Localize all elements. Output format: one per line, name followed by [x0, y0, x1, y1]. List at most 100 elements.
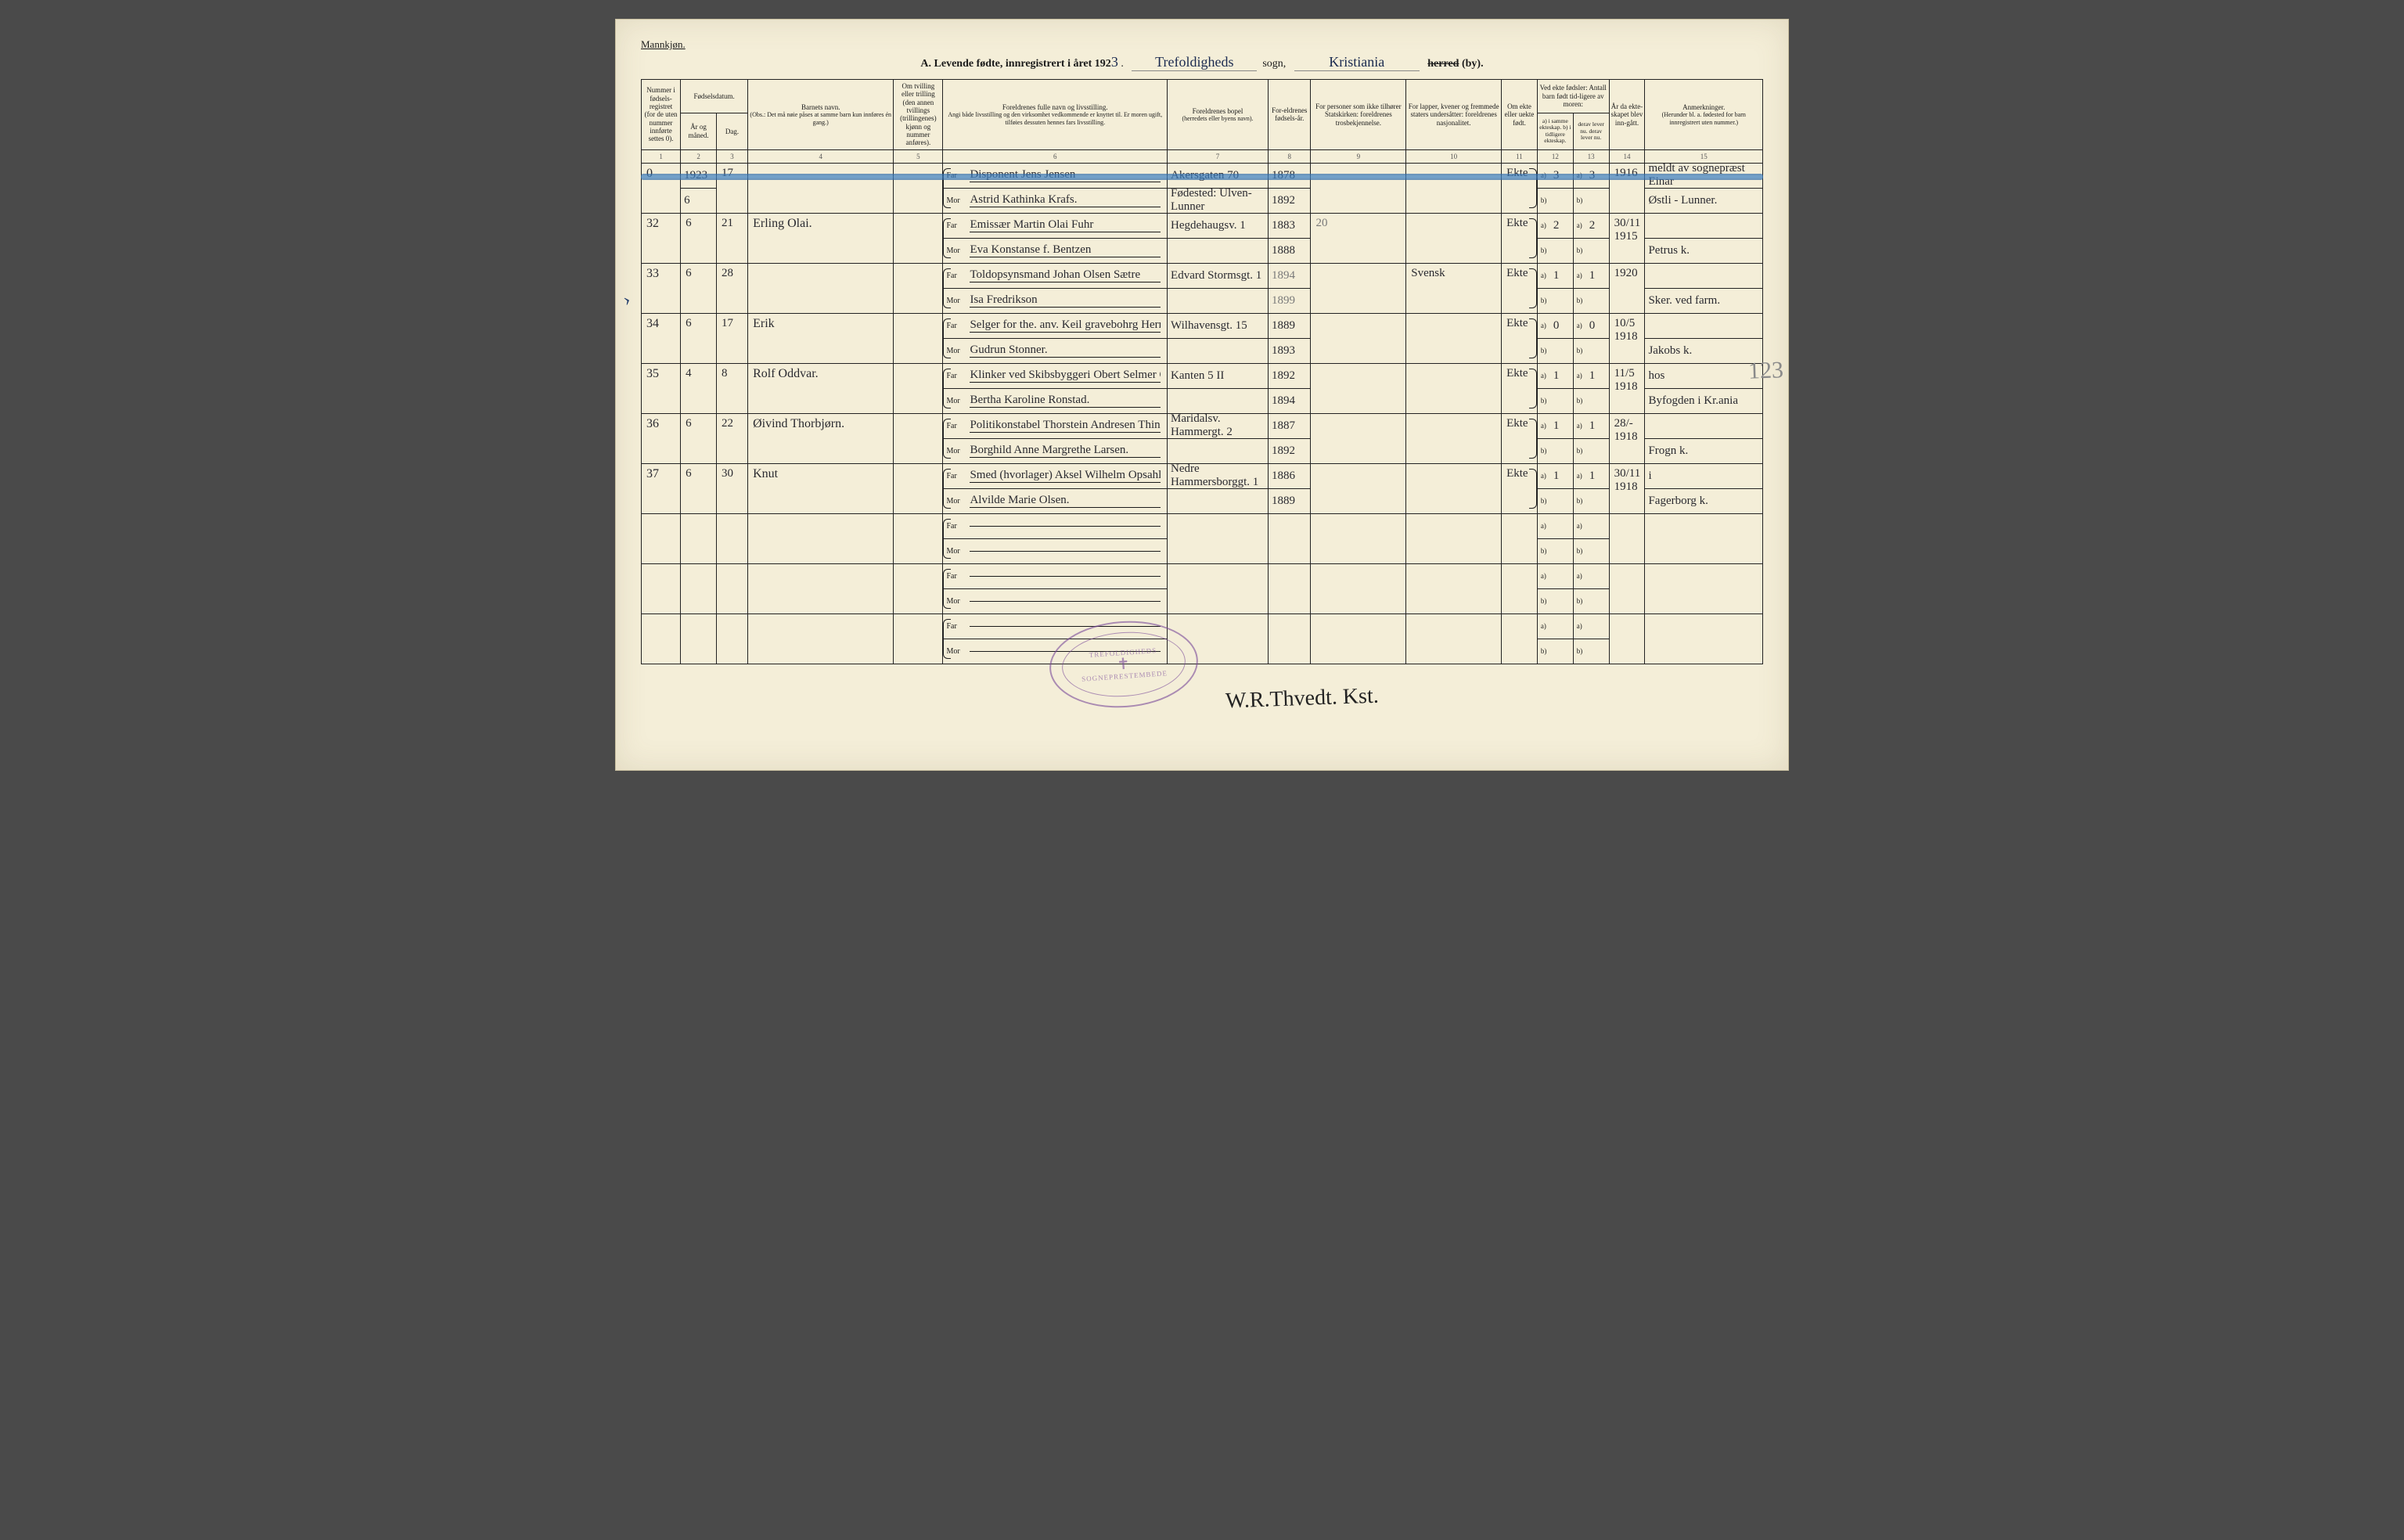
table-cell: 17: [716, 164, 747, 214]
cell-value: 28/- 1918: [1610, 414, 1645, 463]
table-cell: [748, 264, 894, 314]
cell-value: Østli - Lunner.: [1648, 194, 1717, 207]
cell-value: [642, 514, 680, 563]
column-number: 3: [716, 149, 747, 163]
col-1: Nummer i fødsels-registret (for de uten …: [642, 80, 681, 150]
table-cell: Edvard Stormsgt. 1: [1168, 264, 1269, 314]
cell-value: [1168, 564, 1268, 613]
cell-value: [748, 164, 893, 213]
mor-value: Alvilde Marie Olsen.: [970, 494, 1161, 508]
cell-value: [1610, 614, 1645, 664]
brace-icon: [943, 369, 951, 408]
ab-label: a): [1541, 372, 1550, 380]
cell-value: [681, 564, 716, 613]
ab-label: b): [1541, 196, 1550, 204]
table-cell: 18941899: [1269, 264, 1311, 314]
column-number: 9: [1311, 149, 1406, 163]
sogn-name: Trefoldigheds: [1132, 54, 1257, 71]
cell-value: 6: [684, 194, 690, 207]
mor-value: Bertha Karoline Ronstad.: [970, 394, 1161, 408]
table-cell: a)b): [1573, 514, 1609, 564]
table-cell: Wilhavensgt. 15: [1168, 314, 1269, 364]
table-cell: [1645, 614, 1763, 664]
brace-icon: [943, 519, 951, 559]
table-cell: FarToldopsynsmand Johan Olsen SætreMorIs…: [943, 264, 1168, 314]
column-number: 11: [1502, 149, 1538, 163]
col-4-sub: (Obs.: Det må nøie påses at samme barn k…: [750, 111, 891, 125]
ab-value: 1: [1589, 269, 1596, 282]
cell-value: [894, 314, 942, 363]
table-cell: 37: [642, 464, 681, 514]
ab-label: a): [1541, 522, 1550, 530]
cell-value: Fødested: Ulven-Lunner: [1171, 187, 1265, 214]
brace-icon: [943, 318, 951, 358]
margin-page-number: 123: [1747, 357, 1783, 385]
table-row-empty: FarMora)b)a)b): [642, 514, 1763, 564]
table-cell: iFagerborg k.: [1645, 464, 1763, 514]
cell-value: [1311, 614, 1405, 664]
table-cell: FarPolitikonstabel Thorstein Andresen Th…: [943, 414, 1168, 464]
cell-value: 6: [681, 464, 716, 513]
table-cell: Knut: [748, 464, 894, 514]
cell-value: 1888: [1272, 244, 1295, 257]
col-4-title: Barnets navn.: [750, 103, 891, 111]
cell-value: i: [1648, 470, 1651, 483]
cell-value: [1406, 514, 1501, 563]
cell-value: 6: [681, 414, 716, 463]
table-row: 36622Øivind Thorbjørn.FarPolitikonstabel…: [642, 414, 1763, 464]
table-cell: a)b): [1573, 614, 1609, 664]
mor-value: [970, 601, 1161, 602]
far-value: [970, 526, 1161, 527]
table-cell: a)0b): [1537, 314, 1573, 364]
ab-label: a): [1577, 622, 1586, 630]
column-number: 7: [1168, 149, 1269, 163]
ab-label: a): [1541, 272, 1550, 279]
table-cell: [1311, 414, 1406, 464]
table-cell: [716, 614, 747, 664]
cell-value: [1610, 564, 1645, 613]
cell-value: [642, 614, 680, 664]
cell-value: 34: [642, 314, 680, 363]
column-number: 14: [1609, 149, 1645, 163]
table-cell: FarDisponent Jens JensenMorAstrid Kathin…: [943, 164, 1168, 214]
cell-value: [748, 564, 893, 613]
table-cell: a)1b): [1573, 364, 1609, 414]
cell-value: [1168, 514, 1268, 563]
signature: W.R.Thvedt. Kst.: [1225, 684, 1379, 714]
cell-value: [1269, 514, 1310, 563]
cell-value: [1406, 414, 1501, 463]
col-6-title: Foreldrenes fulle navn og livsstilling.: [945, 103, 1165, 111]
ab-label: b): [1541, 246, 1550, 254]
table-row: 37630KnutFarSmed (hvorlager) Aksel Wilhe…: [642, 464, 1763, 514]
table-cell: Petrus k.: [1645, 214, 1763, 264]
cell-value: [1502, 514, 1537, 563]
cell-value: [681, 514, 716, 563]
cell-value: [1406, 314, 1501, 363]
table-cell: [1269, 514, 1311, 564]
cell-value: [1269, 614, 1310, 664]
cell-value: 1889: [1272, 495, 1295, 508]
table-cell: Hegdehaugsv. 1: [1168, 214, 1269, 264]
col-11: Om ekte eller uekte født.: [1502, 80, 1538, 150]
table-cell: 0: [642, 164, 681, 214]
table-cell: Frogn k.: [1645, 414, 1763, 464]
col-10: For lapper, kvener og fremmede staters u…: [1406, 80, 1502, 150]
table-cell: [1645, 514, 1763, 564]
stamp-inner: TREFOLDIGHEDS ✝ SOGNEPRESTEMBEDE: [1060, 628, 1188, 701]
table-cell: Ekte: [1502, 364, 1538, 414]
table-cell: a)1b): [1573, 464, 1609, 514]
cell-value: Erling Olai.: [748, 214, 893, 263]
table-cell: [894, 364, 943, 414]
table-cell: [894, 564, 943, 614]
table-cell: [748, 514, 894, 564]
blue-crayon-stripe: [641, 174, 1763, 180]
table-cell: 35: [642, 364, 681, 414]
table-cell: a)2b): [1537, 214, 1573, 264]
ab-value: 0: [1589, 319, 1596, 333]
table-row: 32621Erling Olai.FarEmissær Martin Olai …: [642, 214, 1763, 264]
table-cell: Maridalsv. Hammergt. 2: [1168, 414, 1269, 464]
table-cell: [1269, 614, 1311, 664]
cell-value: Øivind Thorbjørn.: [748, 414, 893, 463]
table-cell: FarEmissær Martin Olai FuhrMorEva Konsta…: [943, 214, 1168, 264]
ab-label: a): [1577, 522, 1586, 530]
